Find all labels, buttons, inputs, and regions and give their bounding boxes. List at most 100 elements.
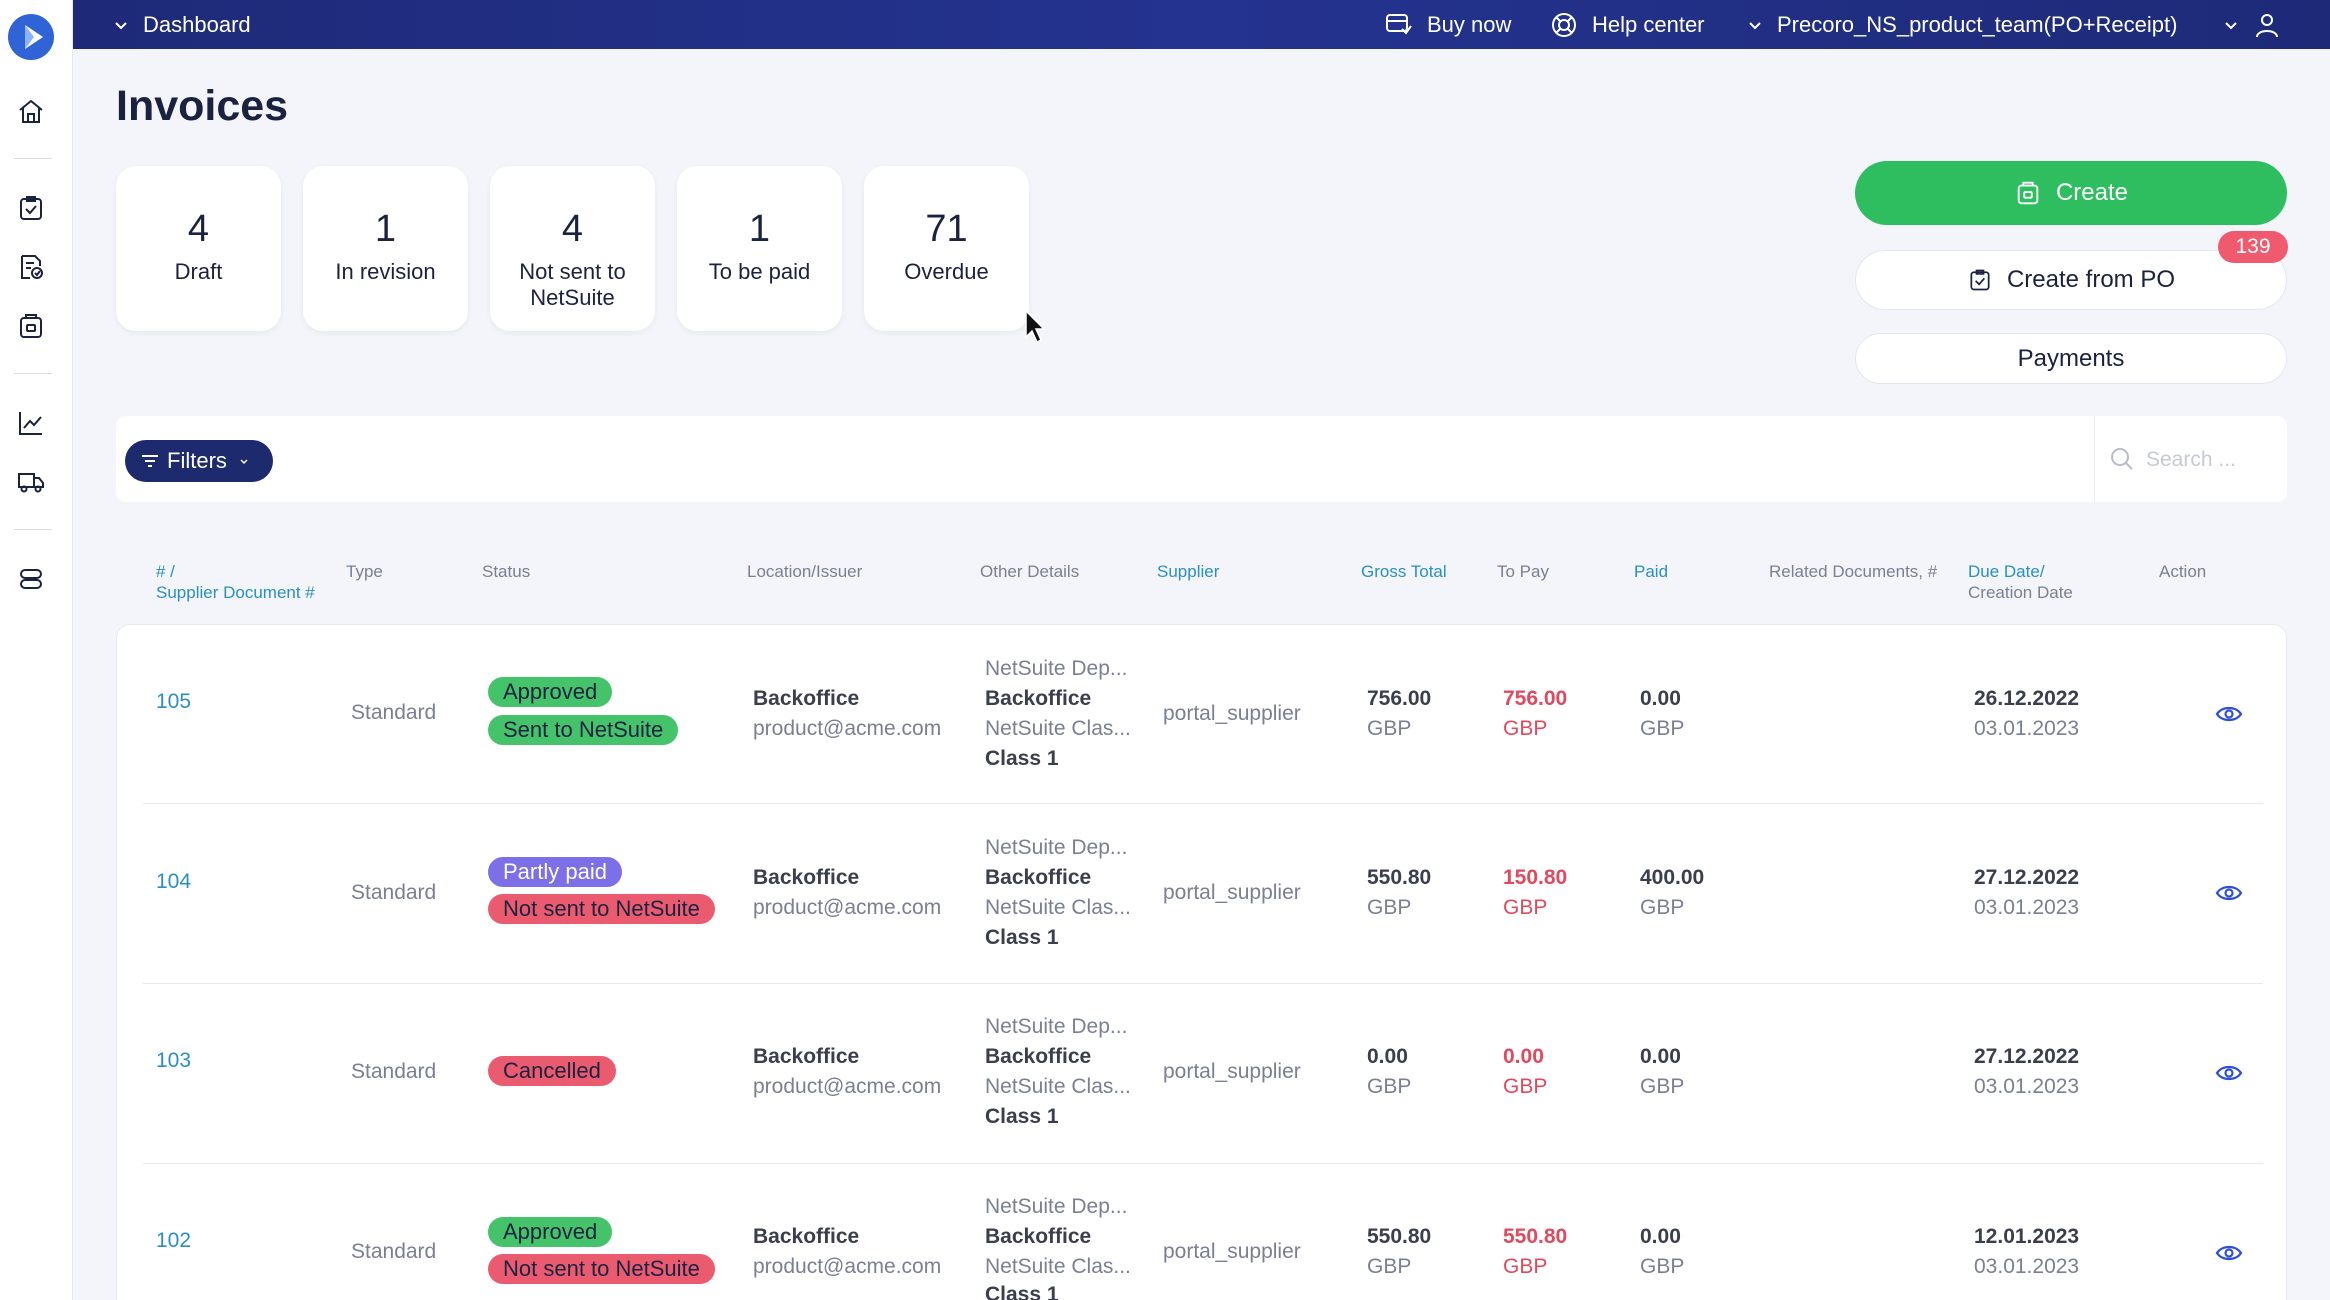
create-from-po-button[interactable]: Create from PO bbox=[1855, 250, 2287, 310]
eye-icon[interactable] bbox=[2215, 1242, 2243, 1264]
company-name: Precoro_NS_product_team(PO+Receipt) bbox=[1777, 11, 2178, 37]
creation-date: 03.01.2023 bbox=[1974, 1075, 2080, 1098]
invoice-type: Standard bbox=[351, 881, 437, 904]
chart-icon[interactable] bbox=[16, 408, 46, 438]
filters-button[interactable]: Filters bbox=[125, 440, 273, 482]
user-menu[interactable] bbox=[2223, 0, 2295, 49]
paid: 0.00 bbox=[1640, 687, 1681, 710]
column-header-supplier[interactable]: Supplier bbox=[1157, 562, 1220, 581]
due-date: 26.12.2022 bbox=[1974, 687, 2080, 710]
home-icon[interactable] bbox=[16, 96, 46, 126]
chevron-down-icon bbox=[240, 459, 248, 465]
truck-icon[interactable] bbox=[16, 467, 46, 497]
supplier-name: portal_supplier bbox=[1163, 1060, 1301, 1083]
filters-label: Filters bbox=[167, 448, 227, 473]
stat-card-in-revision[interactable]: 1 In revision bbox=[303, 166, 468, 331]
stat-label: Draft bbox=[174, 259, 223, 284]
search-icon bbox=[2111, 448, 2133, 470]
clipboard-check-icon[interactable] bbox=[16, 193, 46, 223]
creation-date: 03.01.2023 bbox=[1974, 896, 2080, 919]
create-button[interactable]: Create bbox=[1855, 161, 2287, 225]
paid: 400.00 bbox=[1640, 866, 1705, 889]
column-header-related: Related Documents, # bbox=[1769, 562, 1938, 581]
company-switcher[interactable]: Precoro_NS_product_team(PO+Receipt) bbox=[1747, 0, 2177, 49]
logo-icon[interactable] bbox=[8, 14, 54, 60]
invoice-table bbox=[116, 624, 2287, 1300]
creation-date: 03.01.2023 bbox=[1974, 1255, 2080, 1278]
other-detail: Backoffice bbox=[985, 1225, 1092, 1248]
invoice-number-link[interactable]: 104 bbox=[156, 870, 192, 893]
location: Backoffice bbox=[753, 1225, 860, 1248]
currency: GBP bbox=[1640, 1075, 1685, 1098]
issuer-email: product@acme.com bbox=[753, 1255, 942, 1278]
other-detail: NetSuite Clas... bbox=[985, 717, 1131, 740]
stat-value: 4 bbox=[187, 208, 210, 250]
supplier-name: portal_supplier bbox=[1163, 702, 1301, 725]
gross-total: 0.00 bbox=[1367, 1045, 1408, 1068]
top-bar: Dashboard Buy now Help center Precoro_NS… bbox=[73, 0, 2330, 49]
invoice-number-link[interactable]: 103 bbox=[156, 1049, 192, 1072]
search-input[interactable] bbox=[2146, 440, 2276, 480]
buy-now-button[interactable]: Buy now bbox=[1385, 0, 1511, 49]
eye-icon[interactable] bbox=[2215, 703, 2243, 725]
to-pay: 150.80 bbox=[1503, 866, 1568, 889]
currency: GBP bbox=[1503, 717, 1548, 740]
stat-card-not-sent[interactable]: 4 Not sent to NetSuite bbox=[490, 166, 655, 331]
other-detail: Backoffice bbox=[985, 687, 1092, 710]
stat-label: Overdue bbox=[904, 259, 989, 284]
currency: GBP bbox=[1640, 717, 1685, 740]
lifebuoy-icon bbox=[1552, 12, 1576, 37]
po-count-badge: 139 bbox=[2218, 231, 2288, 263]
status-badge: Approved bbox=[488, 1217, 613, 1247]
clipboard-check-icon bbox=[1970, 269, 1990, 291]
eye-icon[interactable] bbox=[2215, 882, 2243, 904]
payments-button[interactable]: Payments bbox=[1855, 333, 2287, 384]
column-header-gross-total[interactable]: Gross Total bbox=[1361, 562, 1447, 581]
column-header-type: Type bbox=[346, 562, 383, 581]
stat-card-overdue[interactable]: 71 Overdue bbox=[864, 166, 1029, 331]
other-detail: NetSuite Clas... bbox=[985, 1255, 1131, 1278]
column-header-due-date[interactable]: Due Date/ Creation Date bbox=[1968, 561, 2073, 603]
status-badge: Approved bbox=[488, 677, 613, 707]
issuer-email: product@acme.com bbox=[753, 717, 942, 740]
sidebar bbox=[0, 0, 73, 1300]
dashboard-label: Dashboard bbox=[143, 11, 251, 37]
due-date: 27.12.2022 bbox=[1974, 1045, 2080, 1068]
sidebar-divider bbox=[14, 529, 52, 530]
invoice-number-link[interactable]: 105 bbox=[156, 690, 192, 713]
invoice-type: Standard bbox=[351, 1060, 437, 1083]
status-badge: Cancelled bbox=[488, 1056, 616, 1086]
stat-label: To be paid bbox=[708, 259, 811, 284]
invoice-type: Standard bbox=[351, 701, 437, 724]
location: Backoffice bbox=[753, 687, 860, 710]
stat-card-draft[interactable]: 4 Draft bbox=[116, 166, 281, 331]
currency: GBP bbox=[1640, 896, 1685, 919]
column-header-paid[interactable]: Paid bbox=[1634, 562, 1669, 581]
location: Backoffice bbox=[753, 866, 860, 889]
stat-label: Not sent to NetSuite bbox=[519, 259, 626, 310]
create-label: Create bbox=[2055, 179, 2129, 206]
eye-icon[interactable] bbox=[2215, 1062, 2243, 1084]
mouse-cursor-icon bbox=[1025, 309, 1046, 344]
stat-card-to-be-paid[interactable]: 1 To be paid bbox=[677, 166, 842, 331]
stat-label: In revision bbox=[335, 259, 436, 284]
dashboard-menu[interactable]: Dashboard bbox=[113, 0, 251, 49]
invoice-number-link[interactable]: 102 bbox=[156, 1229, 192, 1252]
column-header-label: # / bbox=[156, 562, 175, 581]
filter-bar: Filters bbox=[116, 416, 2287, 502]
status-badge: Not sent to NetSuite bbox=[488, 1254, 715, 1284]
invoice-icon[interactable] bbox=[16, 311, 46, 341]
help-center-button[interactable]: Help center bbox=[1550, 0, 1705, 49]
column-header-number[interactable]: # / Supplier Document # bbox=[156, 561, 315, 603]
document-check-icon[interactable] bbox=[16, 252, 46, 282]
other-detail: NetSuite Clas... bbox=[985, 896, 1131, 919]
sidebar-divider bbox=[14, 158, 52, 159]
currency: GBP bbox=[1367, 896, 1412, 919]
database-icon[interactable] bbox=[16, 564, 46, 594]
other-detail: NetSuite Dep... bbox=[985, 836, 1128, 859]
to-pay: 756.00 bbox=[1503, 687, 1568, 710]
cart-icon bbox=[1386, 13, 1412, 35]
stat-value: 71 bbox=[925, 208, 968, 250]
other-detail: NetSuite Clas... bbox=[985, 1075, 1131, 1098]
currency: GBP bbox=[1503, 896, 1548, 919]
